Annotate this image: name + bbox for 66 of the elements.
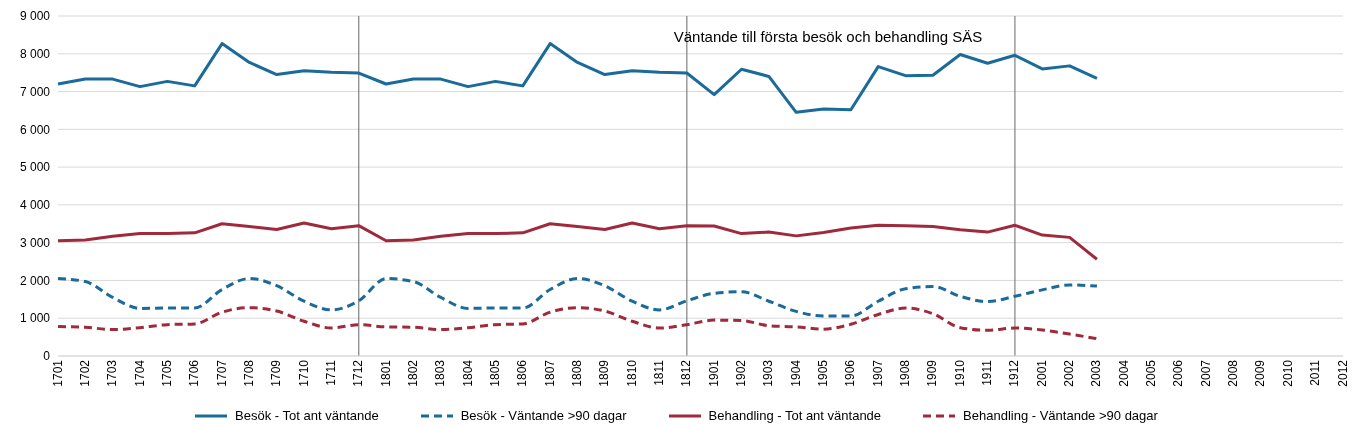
- legend-label: Behandling - Väntande >90 dagar: [963, 408, 1158, 423]
- x-tick-label: 1709: [269, 359, 284, 387]
- x-tick-label: 1707: [214, 359, 229, 387]
- text: Väntande till första besök och behandling SÄS: [672, 28, 984, 45]
- x-tick-label: 1801: [378, 359, 393, 387]
- x-tick-label: 1705: [159, 359, 174, 387]
- x-tick-label: 1706: [187, 359, 202, 387]
- x-tick-label: 2006: [1171, 359, 1186, 387]
- y-tick-label: 8 000: [19, 47, 51, 62]
- x-tick-label: 1811: [652, 359, 667, 386]
- x-tick-label: 1703: [105, 359, 120, 387]
- legend-label: Besök - Väntande >90 dagar: [460, 408, 627, 423]
- x-tick-label: 1807: [542, 359, 557, 387]
- y-tick-label: 0: [43, 349, 51, 364]
- x-tick-label: 1802: [405, 359, 420, 387]
- x-tick-label: 1808: [569, 359, 584, 387]
- x-tick-label: 1812: [679, 359, 694, 387]
- x-tick-label: 1904: [788, 359, 803, 387]
- x-tick-label: 1803: [433, 359, 448, 387]
- x-tick-label: 2004: [1116, 359, 1131, 387]
- line-series: [56, 277, 1099, 318]
- y-tick-label: 2 000: [19, 273, 51, 288]
- y-tick-label: 6 000: [19, 122, 51, 137]
- x-tick-label: 1711: [323, 359, 338, 386]
- x-tick-label: 2003: [1089, 359, 1104, 387]
- x-tick-label: 2009: [1253, 359, 1268, 387]
- y-tick-label: 4 000: [19, 198, 51, 213]
- x-tick-label: 1704: [132, 359, 147, 387]
- legend-label: Besök - Tot ant väntande: [235, 408, 379, 423]
- y-tick-label: 9 000: [19, 9, 51, 24]
- x-tick-label: 2007: [1198, 359, 1213, 387]
- x-tick-label: 2011: [1308, 359, 1323, 386]
- y-tick-label: 3 000: [19, 235, 51, 250]
- x-tick-label: 1805: [487, 359, 502, 387]
- x-tick-label: 2008: [1226, 359, 1241, 387]
- x-tick-label: 1903: [761, 359, 776, 387]
- x-tick-label: 2002: [1062, 359, 1077, 387]
- y-tick-label: 7 000: [19, 84, 51, 99]
- x-tick-label: 2012: [1335, 359, 1350, 387]
- x-tick-label: 1911: [980, 359, 995, 386]
- y-tick-label: 1 000: [19, 311, 51, 326]
- x-tick-label: 1901: [706, 359, 721, 387]
- x-tick-label: 1902: [734, 359, 749, 387]
- x-tick-label: 1804: [460, 359, 475, 387]
- x-tick-label: 1907: [870, 359, 885, 387]
- x-tick-label: 1910: [952, 359, 967, 387]
- x-tick-label: 1905: [816, 359, 831, 387]
- x-tick-label: 1908: [898, 359, 913, 387]
- x-tick-label: 1912: [1007, 359, 1022, 387]
- legend-label: Behandling - Tot ant väntande: [708, 408, 882, 423]
- x-tick-label: 1810: [624, 359, 639, 387]
- x-tick-label: 1712: [351, 359, 366, 387]
- x-tick-label: 1701: [50, 359, 65, 387]
- x-tick-label: 1809: [597, 359, 612, 387]
- line-series: [56, 221, 1099, 261]
- line-series: [56, 306, 1099, 341]
- x-tick-label: 2005: [1144, 359, 1159, 387]
- y-tick-label: 5 000: [19, 160, 51, 175]
- x-tick-label: 1909: [925, 359, 940, 387]
- x-tick-label: 2001: [1034, 359, 1049, 387]
- x-tick-label: 1906: [843, 359, 858, 387]
- x-tick-label: 1710: [296, 359, 311, 387]
- x-tick-label: 2010: [1280, 359, 1295, 387]
- x-tick-label: 1806: [515, 359, 530, 387]
- x-tick-label: 1702: [77, 359, 92, 387]
- x-tick-label: 1708: [241, 359, 256, 387]
